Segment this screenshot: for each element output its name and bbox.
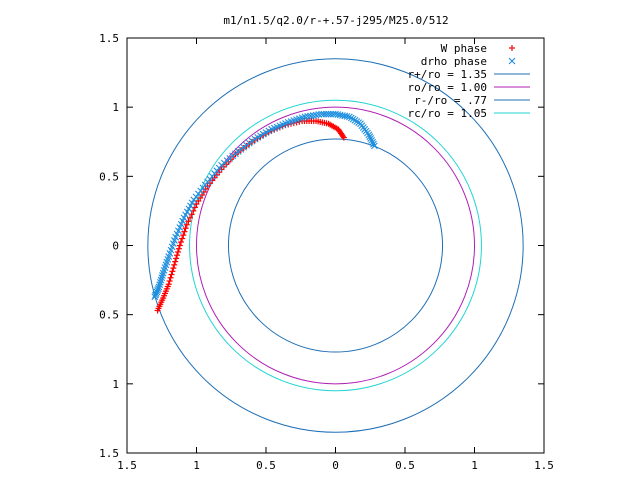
drho-phase-point: [158, 274, 166, 282]
w-phase-point: [170, 265, 177, 272]
w-phase-point: [182, 225, 189, 232]
legend-label: drho phase: [421, 55, 487, 68]
legend-label: W phase: [441, 42, 487, 55]
y-tick-label: 0: [112, 240, 119, 253]
legend-label: r-/ro = .77: [414, 94, 487, 107]
x-tick-label: 1.5: [534, 459, 554, 472]
w-phase-point: [172, 258, 179, 265]
w-phase-point: [173, 255, 180, 262]
series-0: [154, 118, 347, 314]
w-phase-point: [180, 232, 187, 239]
y-tick-label: 0.5: [99, 309, 119, 322]
circle-r: [147, 58, 524, 433]
drho-phase-point: [159, 269, 167, 277]
drho-phase-point: [157, 276, 165, 284]
drho-phase-point: [156, 278, 164, 286]
x-tick-label: 0.5: [256, 459, 276, 472]
w-phase-point: [177, 239, 184, 246]
series-1: [151, 110, 378, 301]
drho-phase-point: [367, 135, 375, 142]
w-phase-point: [181, 228, 188, 235]
x-tick-label: 1: [471, 459, 478, 472]
x-axis-ticks: 1.5 1 0.5 0 0.5 1 1.5: [117, 38, 554, 472]
y-tick-label: 1: [112, 378, 119, 391]
drho-phase-point: [156, 281, 164, 289]
w-phase-point: [154, 307, 161, 314]
w-phase-point: [166, 278, 173, 285]
w-phase-point: [174, 248, 181, 255]
drho-phase-point: [151, 293, 159, 301]
circle-ro: [196, 106, 475, 385]
drho-phase-point: [370, 140, 377, 148]
w-phase-point: [167, 274, 174, 281]
w-phase-point: [168, 271, 175, 278]
x-tick-label: 1: [193, 459, 200, 472]
w-phase-point: [183, 221, 190, 228]
y-tick-label: 1.5: [99, 447, 119, 460]
circle-r: [227, 138, 444, 353]
drho-phase-point: [368, 136, 376, 144]
w-phase-point: [179, 235, 186, 242]
w-phase-point: [175, 245, 182, 252]
legend-label: rc/ro = 1.05: [408, 107, 487, 120]
w-phase-point: [174, 252, 181, 259]
y-tick-label: 0.5: [99, 170, 119, 183]
y-tick-label: 1: [112, 101, 119, 114]
legend-label: r+/ro = 1.35: [408, 68, 487, 81]
w-phase-point: [171, 261, 178, 268]
drho-phase-point: [369, 138, 376, 146]
drho-phase-point: [366, 133, 374, 141]
x-tick-label: 1.5: [117, 459, 137, 472]
x-tick-label: 0: [332, 459, 339, 472]
drho-phase-point: [152, 291, 159, 299]
data-series: [151, 110, 378, 314]
drho-phase-point: [159, 272, 166, 279]
reference-circles: [147, 58, 524, 433]
drho-phase-point: [371, 142, 378, 150]
w-phase-point: [176, 242, 183, 249]
legend-marker: [508, 57, 516, 65]
legend-marker: [509, 45, 515, 51]
y-axis-ticks: 1.5 1 0.5 0 0.5 1 1.5: [99, 32, 544, 460]
w-phase-point: [185, 218, 192, 225]
legend-label: ro/ro = 1.00: [408, 81, 487, 94]
circle-rc: [189, 99, 482, 392]
y-tick-label: 1.5: [99, 32, 119, 45]
chart-title: m1/n1.5/q2.0/r-+.57-j295/M25.0/512: [223, 14, 448, 27]
w-phase-point: [169, 268, 176, 275]
x-tick-label: 0.5: [395, 459, 415, 472]
